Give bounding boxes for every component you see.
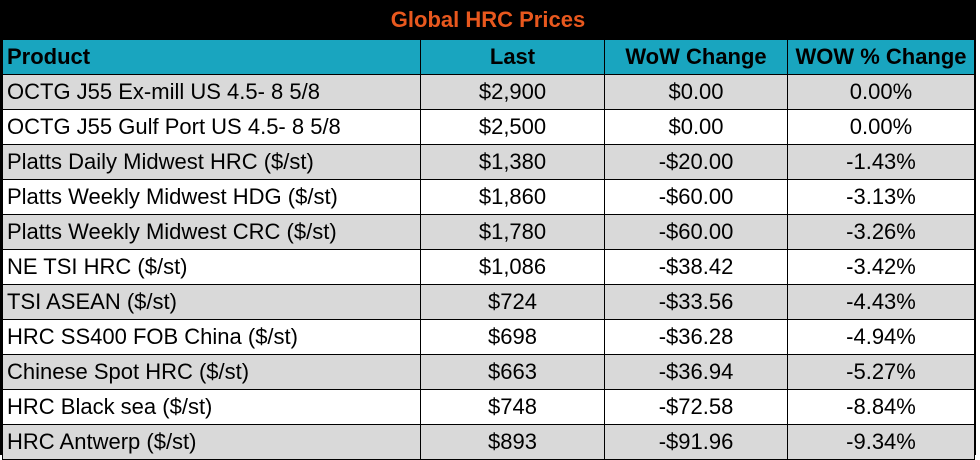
wow-pct-change-cell: -5.27% — [787, 354, 975, 390]
last-price-cell: $2,500 — [420, 109, 605, 145]
table-row: Platts Daily Midwest HRC ($/st) $1,380 -$2… — [2, 144, 975, 180]
last-price-cell: $698 — [420, 319, 605, 355]
column-header-last: Last — [420, 39, 605, 75]
wow-change-cell: -$60.00 — [604, 214, 788, 250]
product-cell: NE TSI HRC ($/st) — [2, 249, 421, 285]
product-cell: Chinese Spot HRC ($/st) — [2, 354, 421, 390]
product-cell: TSI ASEAN ($/st) — [2, 284, 421, 320]
table-row: Chinese Spot HRC ($/st) $663 -$36.94 -5.27% — [2, 354, 975, 390]
wow-pct-change-cell: -3.26% — [787, 214, 975, 250]
table-row: HRC SS400 FOB China ($/st) $698 -$36.28 -4.… — [2, 319, 975, 355]
wow-pct-change-cell: -4.94% — [787, 319, 975, 355]
last-price-cell: $893 — [420, 424, 605, 460]
column-header-wow-pct-change: WOW % Change — [787, 39, 975, 75]
wow-change-cell: -$60.00 — [604, 179, 788, 215]
table-title: Global HRC Prices — [2, 2, 974, 39]
product-cell: Platts Weekly Midwest CRC ($/st) — [2, 214, 421, 250]
wow-change-cell: -$36.94 — [604, 354, 788, 390]
table-row: OCTG J55 Ex-mill US 4.5- 8 5/8 $2,900 $0.0… — [2, 74, 975, 110]
wow-change-cell: -$38.42 — [604, 249, 788, 285]
wow-change-cell: -$36.28 — [604, 319, 788, 355]
wow-pct-change-cell: -1.43% — [787, 144, 975, 180]
product-cell: HRC SS400 FOB China ($/st) — [2, 319, 421, 355]
wow-pct-change-cell: 0.00% — [787, 109, 975, 145]
last-price-cell: $724 — [420, 284, 605, 320]
wow-change-cell: -$20.00 — [604, 144, 788, 180]
last-price-cell: $1,086 — [420, 249, 605, 285]
wow-pct-change-cell: -3.13% — [787, 179, 975, 215]
table-row: Platts Weekly Midwest HDG ($/st) $1,860 -$… — [2, 179, 975, 215]
last-price-cell: $1,860 — [420, 179, 605, 215]
table-row: Platts Weekly Midwest CRC ($/st) $1,780 -$… — [2, 214, 975, 250]
wow-change-cell: -$33.56 — [604, 284, 788, 320]
wow-change-cell: $0.00 — [604, 74, 788, 110]
table-row: HRC Black sea ($/st) $748 -$72.58 -8.84% — [2, 389, 975, 425]
table-row: HRC Antwerp ($/st) $893 -$91.96 -9.34% — [2, 424, 975, 460]
column-header-product: Product — [2, 39, 421, 75]
product-cell: Platts Weekly Midwest HDG ($/st) — [2, 179, 421, 215]
last-price-cell: $1,780 — [420, 214, 605, 250]
product-cell: Platts Daily Midwest HRC ($/st) — [2, 144, 421, 180]
table-row: TSI ASEAN ($/st) $724 -$33.56 -4.43% — [2, 284, 975, 320]
wow-change-cell: -$91.96 — [604, 424, 788, 460]
product-cell: HRC Black sea ($/st) — [2, 389, 421, 425]
wow-change-cell: $0.00 — [604, 109, 788, 145]
product-cell: OCTG J55 Ex-mill US 4.5- 8 5/8 — [2, 74, 421, 110]
table-row: OCTG J55 Gulf Port US 4.5- 8 5/8 $2,500 $0… — [2, 109, 975, 145]
wow-pct-change-cell: -3.42% — [787, 249, 975, 285]
last-price-cell: $748 — [420, 389, 605, 425]
column-header-wow-change: WoW Change — [604, 39, 788, 75]
last-price-cell: $1,380 — [420, 144, 605, 180]
product-cell: HRC Antwerp ($/st) — [2, 424, 421, 460]
header-row: Product Last WoW Change WOW % Change — [2, 39, 975, 75]
prices-table: Product Last WoW Change WOW % Change OCT… — [2, 39, 975, 460]
product-cell: OCTG J55 Gulf Port US 4.5- 8 5/8 — [2, 109, 421, 145]
last-price-cell: $663 — [420, 354, 605, 390]
last-price-cell: $2,900 — [420, 74, 605, 110]
wow-pct-change-cell: -9.34% — [787, 424, 975, 460]
wow-pct-change-cell: -4.43% — [787, 284, 975, 320]
wow-pct-change-cell: 0.00% — [787, 74, 975, 110]
wow-pct-change-cell: -8.84% — [787, 389, 975, 425]
wow-change-cell: -$72.58 — [604, 389, 788, 425]
table-row: NE TSI HRC ($/st) $1,086 -$38.42 -3.42% — [2, 249, 975, 285]
